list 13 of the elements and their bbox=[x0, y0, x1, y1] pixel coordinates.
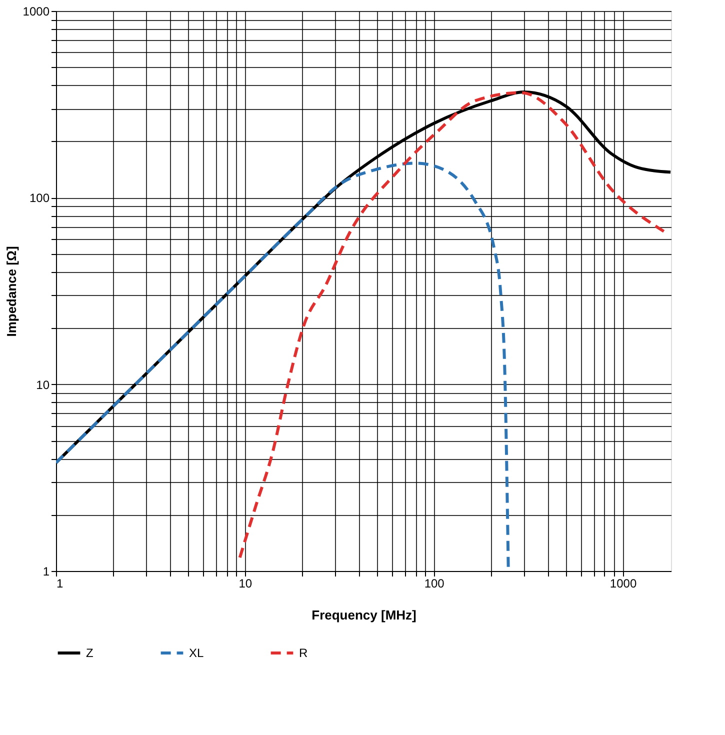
x-tick-label: 1000 bbox=[610, 576, 637, 590]
y-tick-label: 1000 bbox=[22, 4, 50, 18]
y-tick-label: 10 bbox=[36, 378, 50, 392]
x-axis-title: Frequency [MHz] bbox=[312, 608, 416, 622]
y-tick-label: 1 bbox=[42, 564, 50, 578]
y-tick-label: 100 bbox=[29, 191, 50, 206]
x-tick-label: 1 bbox=[56, 576, 64, 590]
y-axis-title: Impedance [Ω] bbox=[4, 246, 19, 337]
x-tick-label: 10 bbox=[238, 576, 252, 590]
x-tick-label: 100 bbox=[424, 576, 445, 590]
legend-label: R bbox=[299, 646, 308, 660]
legend-label: XL bbox=[189, 646, 204, 660]
legend-label: Z bbox=[86, 646, 94, 660]
